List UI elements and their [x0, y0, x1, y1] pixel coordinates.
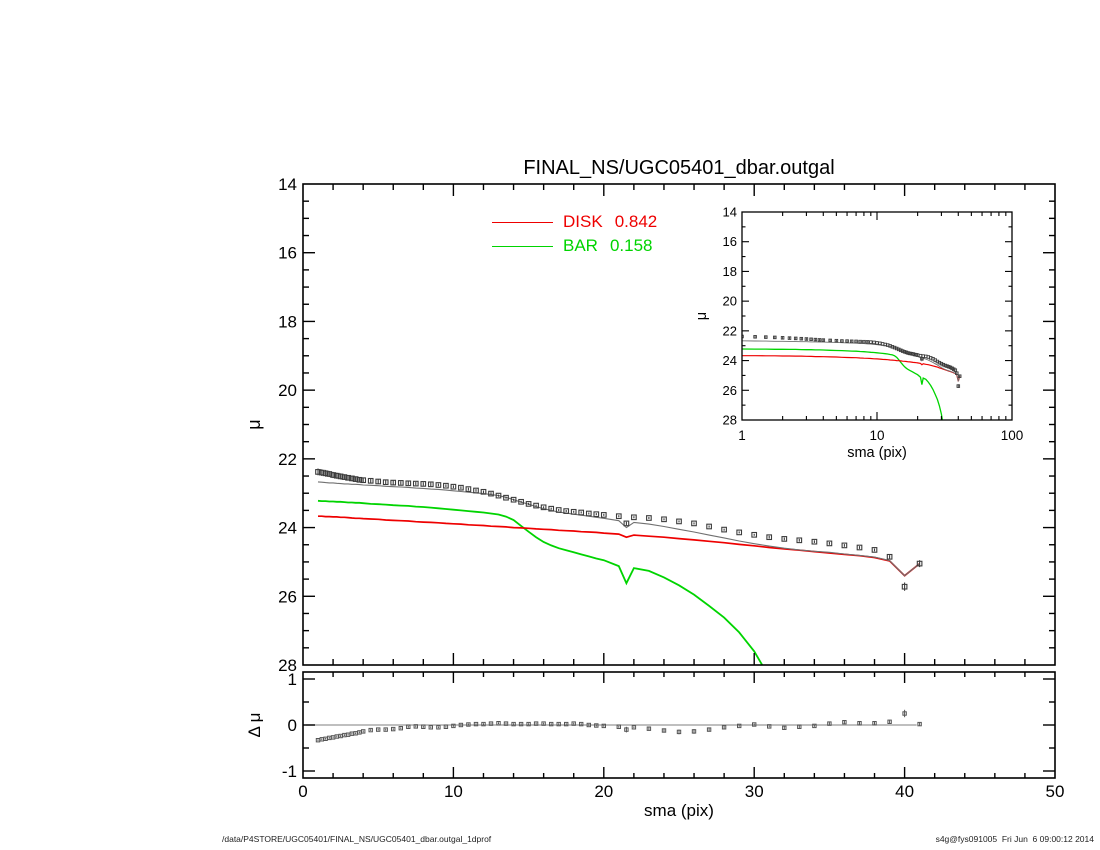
axis-text: Δ μ — [245, 713, 264, 738]
axis-text: 20 — [594, 782, 613, 801]
user-timestamp: s4g@fys091005 Fri Jun 6 09:00:12 2014 — [935, 834, 1094, 844]
axis-text: μ — [244, 419, 264, 429]
disk-label: DISK — [563, 212, 603, 231]
axis-text: 0 — [288, 716, 297, 735]
axis-text: 40 — [895, 782, 914, 801]
axis-text: 0 — [298, 782, 307, 801]
legend-item-disk: DISK 0.842 — [492, 210, 657, 234]
axis-text: 24 — [278, 519, 297, 538]
axis-text: 10 — [444, 782, 463, 801]
output-file-path: /data/P4STORE/UGC05401/FINAL_NS/UGC05401… — [222, 834, 492, 844]
bar-fraction-value: 0.158 — [609, 236, 653, 255]
residual-points — [315, 709, 922, 743]
bar-label: BAR — [563, 236, 598, 255]
disk-fraction-value: 0.842 — [614, 212, 658, 231]
bar-line-sample — [492, 245, 553, 247]
axis-text: 22 — [723, 323, 737, 338]
axis-text: -1 — [282, 762, 297, 781]
axis-text: 50 — [1046, 782, 1065, 801]
residual-axes — [302, 671, 1056, 779]
legend-text-disk: DISK 0.842 — [563, 212, 657, 232]
axis-text: 26 — [278, 587, 297, 606]
model-curve — [317, 481, 920, 577]
galaxy-data-points — [315, 468, 923, 591]
axis-text: 14 — [723, 205, 737, 220]
axis-text: 20 — [278, 381, 297, 400]
inset-panel: 14 16 18 20 22 24 26 281 10 100 sma (pix) μ — [694, 205, 1023, 462]
axis-text: 10 — [869, 428, 884, 443]
axis-text: 22 — [278, 450, 297, 469]
main-axes — [302, 183, 1056, 666]
inset-model-curve — [742, 340, 961, 382]
plot-title: FINAL_NS/UGC05401_dbar.outgal — [523, 157, 835, 179]
axis-text: 28 — [723, 413, 737, 428]
axis-text: 20 — [723, 294, 737, 309]
disk-curve — [318, 515, 921, 577]
inset-axis-labels: 14 16 18 20 22 24 26 281 10 100 sma (pix) μ — [694, 205, 1023, 462]
axis-text: 24 — [723, 353, 737, 368]
axis-text: 1 — [288, 670, 297, 689]
axis-text: 16 — [723, 234, 737, 249]
legend-text-bar: BAR 0.158 — [563, 236, 653, 256]
bar-curve — [317, 499, 764, 665]
inset-axes — [741, 211, 1013, 421]
axis-text: 18 — [278, 312, 297, 331]
axis-text: sma (pix) — [847, 445, 907, 461]
axis-text: 14 — [278, 175, 297, 194]
axis-text: 26 — [723, 383, 737, 398]
axis-text: 16 — [278, 244, 297, 263]
legend: DISK 0.842 BAR 0.158 — [492, 210, 657, 258]
axis-text: 30 — [745, 782, 764, 801]
axis-text: 100 — [1001, 428, 1024, 443]
axis-text: 28 — [278, 656, 297, 675]
main-panel: 14 16 18 20 22 24 26 28 μ — [244, 175, 1056, 675]
axis-text: 1 — [738, 428, 746, 443]
inset-data-points — [742, 334, 962, 388]
disk-line-sample — [492, 221, 553, 223]
inset-disk-curve — [742, 355, 961, 382]
inset-bar-curve — [742, 348, 944, 420]
axis-text: sma (pix) — [644, 801, 714, 820]
main-axis-labels: 14 16 18 20 22 24 26 28 μ — [244, 175, 297, 675]
axis-text: 18 — [723, 264, 737, 279]
legend-item-bar: BAR 0.158 — [492, 234, 657, 258]
axis-text: μ — [694, 312, 710, 320]
